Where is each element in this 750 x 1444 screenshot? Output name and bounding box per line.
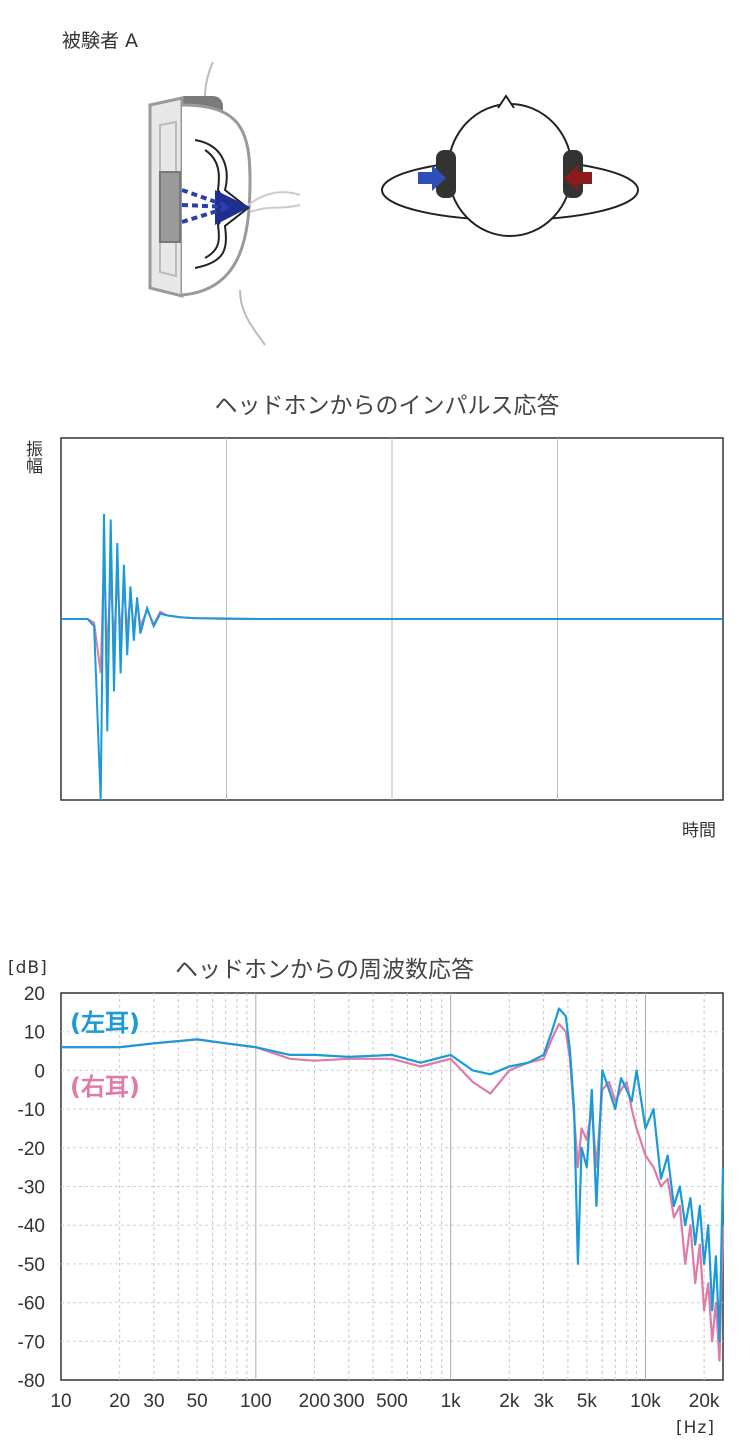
x-tick-label: 200 <box>299 1391 331 1412</box>
x-tick-label: 2k <box>499 1391 520 1412</box>
legend-left-ear: (左耳) <box>70 1009 140 1037</box>
y-tick-label: 0 <box>34 1061 45 1082</box>
frequency-chart-title: ヘッドホンからの周波数応答 <box>175 957 474 983</box>
x-tick-label: 300 <box>333 1391 365 1412</box>
y-tick-label: -30 <box>18 1178 45 1199</box>
db-unit-label: [dB] <box>8 958 48 978</box>
impulse-chart-title: ヘッドホンからのインパルス応答 <box>214 393 560 419</box>
x-tick-label: 5k <box>577 1391 598 1412</box>
y-tick-label: -70 <box>18 1332 45 1353</box>
x-tick-label: 50 <box>187 1391 208 1412</box>
freq-series-left-ear <box>61 1007 725 1343</box>
subject-label: 被験者 A <box>62 30 139 52</box>
x-tick-label: 1k <box>441 1391 462 1412</box>
head-topview-diagram <box>381 94 639 237</box>
y-tick-label: -60 <box>18 1294 45 1315</box>
legend-right-ear: (右耳) <box>70 1073 140 1101</box>
hz-unit-label: [Hz] <box>676 1418 715 1438</box>
x-tick-label: 30 <box>143 1391 164 1412</box>
y-tick-label: 20 <box>24 984 45 1005</box>
y-tick-label: -20 <box>18 1139 45 1160</box>
x-tick-label: 20 <box>109 1391 130 1412</box>
impulse-response-chart <box>60 437 724 801</box>
ear-headphone-diagram <box>148 61 301 346</box>
x-tick-label: 20k <box>689 1391 720 1412</box>
amplitude-axis-label: 振幅 <box>22 440 42 474</box>
y-tick-label: -10 <box>18 1100 45 1121</box>
x-tick-label: 10 <box>50 1391 71 1412</box>
x-tick-label: 100 <box>240 1391 272 1412</box>
time-axis-label: 時間 <box>682 821 716 841</box>
impulse-series-left-ear <box>61 513 723 801</box>
x-tick-label: 500 <box>376 1391 408 1412</box>
headphone-illustration <box>148 61 639 346</box>
y-tick-label: -50 <box>18 1255 45 1276</box>
x-tick-label: 3k <box>534 1391 555 1412</box>
y-tick-label: -80 <box>18 1371 45 1392</box>
y-tick-label: -40 <box>18 1216 45 1237</box>
y-tick-label: 10 <box>24 1023 45 1044</box>
x-tick-label: 10k <box>630 1391 661 1412</box>
